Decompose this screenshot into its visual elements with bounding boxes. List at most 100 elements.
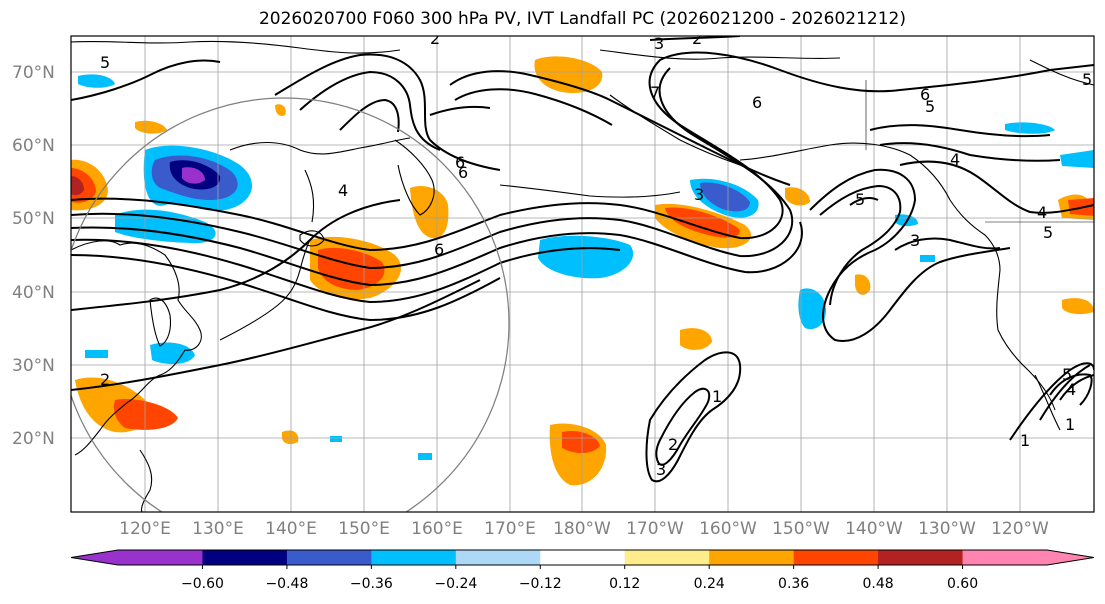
lon-label: 140°E	[265, 519, 317, 539]
pos-pv-blob-taiwan-core	[113, 399, 178, 430]
coast-aleutians	[499, 184, 681, 198]
contour-label: 1	[712, 387, 722, 406]
colorbar-tick-label: −0.60	[181, 576, 224, 592]
contour-label: 1	[1065, 415, 1075, 434]
contour-label: 3	[910, 231, 920, 250]
contour-label: 4	[338, 181, 348, 200]
contour-line	[1039, 364, 1091, 421]
coast-kamchatka	[394, 139, 435, 216]
map-frame	[70, 35, 1095, 513]
neg-pv-blob-canada-n	[1005, 122, 1055, 134]
contour-label: 4	[1037, 203, 1047, 222]
coastlines	[71, 40, 1094, 512]
contour-label: 6	[455, 153, 465, 172]
contour-label: 2	[430, 29, 440, 48]
chart-title: 2026020700 F060 300 hPa PV, IVT Landfall…	[258, 9, 906, 29]
colorbar-segment	[286, 550, 372, 565]
contour-line	[894, 237, 1001, 251]
colorbar-segment	[118, 550, 203, 565]
contour-label: 6	[752, 93, 762, 112]
pos-pv-blob-bc	[785, 187, 810, 206]
pos-pv-blob-japan-core	[318, 247, 385, 290]
colorbar-extend-max	[1047, 550, 1094, 565]
coast-alaska-west	[609, 94, 741, 166]
colorbar-tick-label: 0.36	[778, 576, 809, 592]
coast-baja	[1034, 374, 1061, 431]
latitude-labels: 70°N 60°N 50°N 40°N 30°N 20°N	[12, 63, 55, 449]
neg-pv-blob-small-ne	[920, 255, 935, 262]
neg-pv-blob-siberia-peak	[182, 167, 205, 184]
contour-line	[449, 70, 791, 186]
contour-label: 1	[1020, 431, 1030, 450]
contour-label: 2	[692, 29, 702, 48]
contour-line	[899, 160, 1094, 214]
coast-okhotsk	[229, 137, 411, 155]
colorbar-tick-label: 0.60	[947, 576, 978, 592]
lat-label: 20°N	[12, 429, 55, 449]
contour-label: 5	[925, 97, 935, 116]
lon-label: 160°W	[699, 519, 757, 539]
pos-pv-blob-kamchatka	[410, 185, 449, 239]
contour-line	[879, 142, 1061, 162]
coast-arctic-asia	[71, 40, 401, 54]
colorbar-segment	[962, 550, 1048, 565]
colorbar-segment	[202, 550, 288, 565]
contour-line	[71, 254, 501, 322]
lon-label: 140°W	[845, 519, 903, 539]
contour-line	[819, 184, 902, 306]
contour-labels: 5 2 3 2 6 6 5 7 4 5 3 4 5 6 1 2 3 1 1 4 …	[100, 29, 1092, 479]
colorbar-segment	[878, 550, 964, 565]
pos-pv-blob-eastpac	[855, 274, 871, 295]
neg-pv-blob-dateline	[538, 235, 634, 279]
contour-line	[71, 199, 401, 311]
contour-label: 5	[1062, 365, 1072, 384]
colorbar-tick-label: 0.24	[694, 576, 725, 592]
contour-line	[655, 387, 711, 466]
contour-label: 5	[100, 53, 110, 72]
neg-pv-blob-korea	[150, 342, 195, 365]
pv-shading	[71, 56, 1094, 486]
colorbar	[70, 549, 1095, 569]
colorbar-segment	[455, 550, 541, 565]
pos-pv-blob-east-mid	[1062, 298, 1094, 315]
neg-pv-blob-eastpac	[798, 288, 826, 330]
colorbar-segment	[540, 550, 626, 565]
contour-line	[71, 51, 1094, 252]
contour-label: 5	[855, 190, 865, 209]
lon-label: 120°E	[119, 519, 171, 539]
contour-line	[339, 98, 400, 133]
longitude-labels: 120°E 130°E 140°E 150°E 160°E 170°E 180°…	[119, 519, 1049, 539]
contour-label: 6	[434, 240, 444, 259]
contour-label: 2	[100, 370, 110, 389]
pos-pv-blob-west-pac-small	[282, 430, 299, 445]
coast-alaska-north	[599, 49, 841, 60]
lon-label: 150°E	[338, 519, 390, 539]
contour-line	[71, 279, 481, 391]
lat-label: 30°N	[12, 356, 55, 376]
colorbar-tick-label: −0.12	[519, 576, 562, 592]
contour-line	[71, 238, 621, 304]
contour-line	[299, 70, 441, 151]
coast-bc-coast	[949, 199, 1001, 271]
neg-pv-blob-small-w	[85, 350, 108, 358]
lat-label: 60°N	[12, 136, 55, 156]
colorbar-segment	[709, 550, 795, 565]
colorbar-tick-label: 0.12	[609, 576, 640, 592]
colorbar-extend-min	[71, 550, 118, 565]
lat-label: 70°N	[12, 63, 55, 83]
colorbar-outline	[70, 549, 1095, 566]
contour-line	[454, 88, 613, 126]
contour-line	[1009, 362, 1094, 441]
colorbar-tick-label: −0.48	[265, 576, 308, 592]
coast-sakhalin	[304, 169, 315, 223]
coast-hudson	[1029, 59, 1094, 86]
coast-alaska-south	[739, 142, 951, 201]
contour-line	[645, 351, 742, 483]
ivt-contours	[71, 36, 1094, 483]
lon-label: 130°E	[192, 519, 244, 539]
contour-line	[849, 196, 879, 206]
colorbar-tick-label: −0.36	[350, 576, 393, 592]
contour-label: 2	[668, 435, 678, 454]
lat-label: 50°N	[12, 209, 55, 229]
colorbar-tick-label: 0.48	[863, 576, 894, 592]
